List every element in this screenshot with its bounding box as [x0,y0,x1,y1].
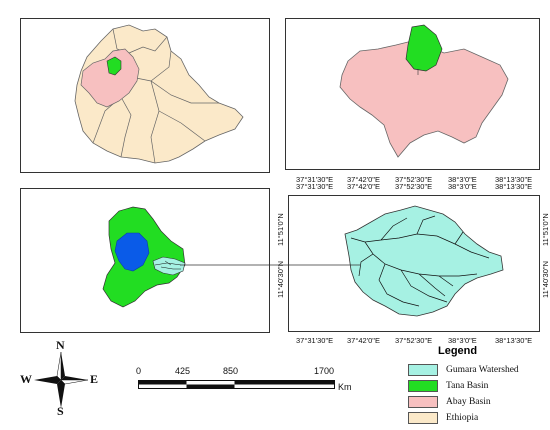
ethiopia-map-panel [20,18,270,173]
tana-basin-shape [106,56,122,76]
legend-label: Tana Basin [446,381,489,391]
legend-swatch [408,412,438,424]
gumara-watershed-map [344,205,504,317]
legend-swatch [408,396,438,408]
scale-tick-label: 425 [175,366,191,376]
compass-south-label: S [57,404,64,418]
legend-label: Gumara Watershed [446,365,519,375]
gumara-bottom-x-label: 38°3'0"E [448,336,477,345]
legend-item-tana-basin: Tana Basin [408,379,488,393]
gumara-top-x-label: 37°52'30"E [395,182,433,191]
tana-basin-detail-shape [405,24,443,72]
gumara-bottom-x-label: 37°52'30"E [395,336,433,345]
top-right-x-label: 38°13'30"E [495,175,533,184]
legend-item-gumara-watershed: Gumara Watershed [408,363,519,377]
legend-item-abay-basin: Abay Basin [408,395,491,409]
legend: Legend Gumara Watershed Tana Basin Abay … [408,345,548,427]
compass-east-label: E [90,372,99,386]
abay-basin-map-panel [285,18,540,170]
gumara-left-y-label: 11°51'0"N [276,213,285,246]
legend-swatch [408,380,438,392]
gumara-watershed-small-shape [152,256,186,276]
scale-bar: 0 425 850 1700 Km [136,366,378,406]
gumara-small-rivers [154,260,182,270]
legend-label: Abay Basin [446,397,491,407]
gumara-bottom-x-label: 37°31'30"E [296,336,334,345]
gumara-top-x-label: 37°42'0"E [347,182,380,191]
scale-tick-label: 0 [136,366,142,376]
tana-basin-map [102,206,186,308]
scale-tick-label: 850 [223,366,239,376]
compass-north-label: N [56,338,65,352]
gumara-right-y-label: 11°51'0"N [541,213,550,246]
legend-label: Ethiopia [446,413,479,423]
north-arrow: N S W E [20,338,102,418]
abay-basin-shape [80,48,140,108]
lake-tana-shape [114,232,150,272]
abay-basin-map [339,24,509,158]
gumara-top-x-label: 38°13'30"E [495,182,533,191]
gumara-bottom-x-label: 38°13'30"E [495,336,533,345]
ethiopia-map [74,24,244,164]
gumara-watershed-detail-shape [344,205,504,317]
legend-item-ethiopia: Ethiopia [408,411,478,425]
gumara-watershed-map-panel [288,195,540,332]
compass-rose-icon [34,351,89,408]
gumara-river-network [350,215,490,307]
top-right-x-label: 37°31'30"E [296,175,334,184]
scale-tick-label: 1700 [314,366,335,376]
compass-west-label: W [20,372,32,386]
top-right-x-label: 37°52'30"E [395,175,433,184]
legend-swatch [408,364,438,376]
gumara-bottom-x-label: 37°42'0"E [347,336,380,345]
top-right-x-label: 37°42'0"E [347,175,380,184]
scale-unit-label: Km [338,382,352,392]
gumara-top-x-label: 37°31'30"E [296,182,334,191]
gumara-right-y-label: 11°40'30"N [541,261,550,298]
tana-basin-map-panel [20,188,270,333]
scale-bar-graphic [138,380,335,389]
legend-title: Legend [438,345,478,357]
top-right-x-label: 38°3'0"E [448,175,477,184]
gumara-top-x-label: 38°3'0"E [448,182,477,191]
connector-line [180,264,360,266]
